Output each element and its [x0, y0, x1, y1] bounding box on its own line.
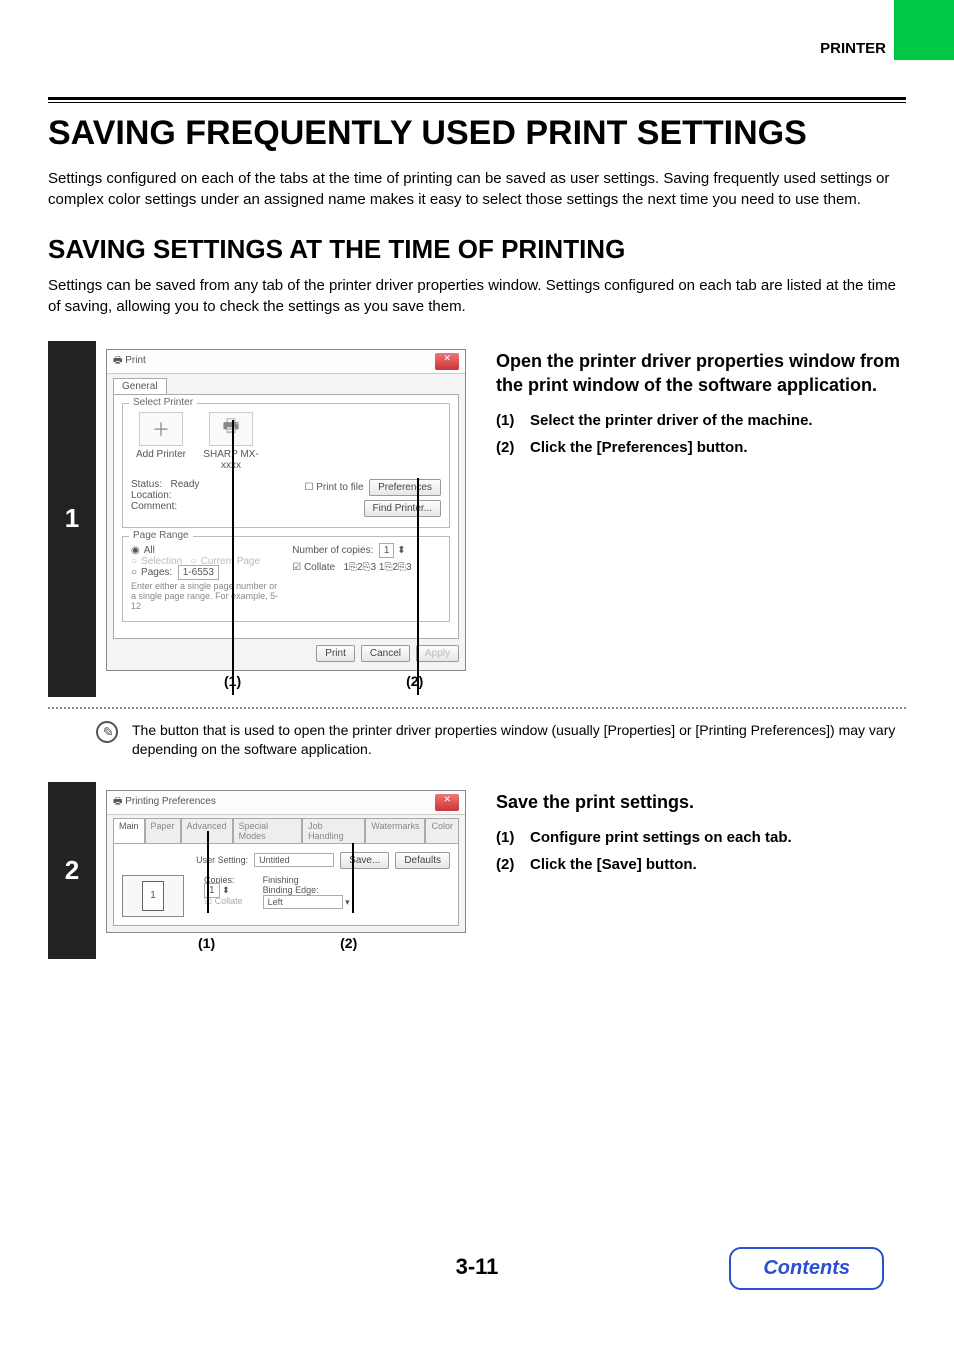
callout-2: (2): [340, 935, 357, 951]
pages-input[interactable]: 1-6553: [178, 565, 219, 580]
step-2: 2 🖶 Printing Preferences ✕ Main Paper Ad…: [48, 782, 906, 959]
tab-watermarks[interactable]: Watermarks: [365, 818, 425, 843]
callout-2: (2): [406, 673, 423, 689]
callout-line: [207, 831, 209, 913]
page-preview: 1: [122, 875, 184, 917]
note: ✎ The button that is used to open the pr…: [48, 717, 906, 772]
step-number: 2: [48, 782, 96, 959]
cancel-button[interactable]: Cancel: [361, 645, 410, 662]
find-printer-button[interactable]: Find Printer...: [364, 500, 441, 517]
step-number: 1: [48, 341, 96, 697]
preferences-button[interactable]: Preferences: [369, 479, 441, 496]
copies-input[interactable]: 1: [379, 543, 395, 558]
apply-button[interactable]: Apply: [416, 645, 459, 662]
plus-icon: ＋: [139, 412, 183, 446]
defaults-button[interactable]: Defaults: [395, 852, 450, 869]
preferences-dialog: 🖶 Printing Preferences ✕ Main Paper Adva…: [106, 790, 466, 933]
step-1: 1 🖶 Print ✕ General Select Printer: [48, 341, 906, 697]
tab-main[interactable]: Main: [113, 818, 145, 843]
close-icon[interactable]: ✕: [435, 794, 459, 811]
tab-general[interactable]: General: [113, 378, 167, 394]
binding-select[interactable]: Left: [263, 895, 343, 909]
callout-1: (1): [198, 935, 215, 951]
page-title: SAVING FREQUENTLY USED PRINT SETTINGS: [48, 113, 906, 154]
dialog-title: 🖶 Print: [113, 353, 146, 370]
tab-special[interactable]: Special Modes: [233, 818, 303, 843]
accent-corner: [894, 0, 954, 60]
step1-heading: Open the printer driver properties windo…: [496, 349, 906, 398]
contents-button[interactable]: Contents: [729, 1247, 884, 1290]
rule: [48, 97, 906, 100]
intro-text: Settings configured on each of the tabs …: [48, 168, 906, 210]
tab-color[interactable]: Color: [425, 818, 459, 843]
tab-paper[interactable]: Paper: [145, 818, 181, 843]
step2-heading: Save the print settings.: [496, 790, 906, 814]
user-setting-select[interactable]: Untitled: [254, 853, 334, 867]
callout-line: [417, 478, 419, 695]
close-icon[interactable]: ✕: [435, 353, 459, 370]
group-label: Select Printer: [129, 397, 197, 408]
save-button[interactable]: Save...: [340, 852, 389, 869]
tab-job[interactable]: Job Handling: [302, 818, 365, 843]
section-subtext: Settings can be saved from any tab of th…: [48, 275, 906, 317]
note-text: The button that is used to open the prin…: [132, 721, 906, 760]
divider: [48, 707, 906, 709]
callout-line: [352, 843, 354, 913]
printer-sharp[interactable]: 🖶 SHARP MX-xxxx: [201, 412, 261, 471]
note-icon: ✎: [94, 719, 119, 744]
print-dialog: 🖶 Print ✕ General Select Printer ＋ Add P…: [106, 349, 466, 671]
section-header: PRINTER: [48, 40, 906, 57]
section-subtitle: SAVING SETTINGS AT THE TIME OF PRINTING: [48, 234, 906, 265]
dialog-title: 🖶 Printing Preferences: [113, 794, 216, 811]
print-button[interactable]: Print: [316, 645, 355, 662]
radio-pages[interactable]: ○: [131, 567, 137, 578]
rule: [48, 102, 906, 103]
radio-all[interactable]: ◉: [131, 545, 140, 556]
add-printer[interactable]: ＋ Add Printer: [131, 412, 191, 460]
printer-icon: 🖶: [209, 412, 253, 446]
group-label: Page Range: [129, 530, 193, 541]
callout-line: [232, 420, 234, 695]
